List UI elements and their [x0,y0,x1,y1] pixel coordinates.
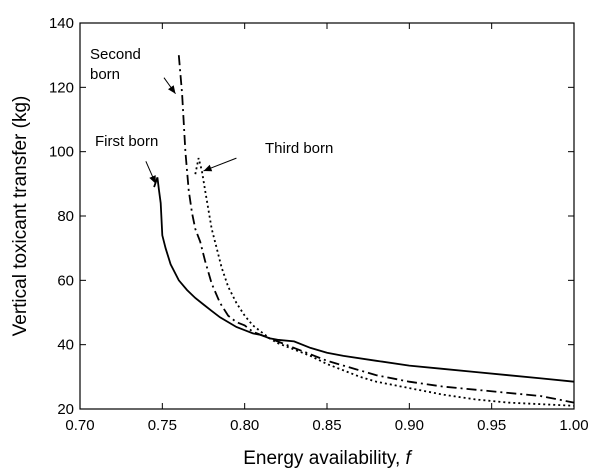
plot-frame [79,22,575,410]
series-line-third-born [194,157,575,407]
series-line-first-born [153,177,575,383]
annotation-label: born [90,66,120,83]
y-tick-label: 40 [57,337,74,354]
x-axis-ticks: 0.70 0.75 0.80 0.85 0.90 0.95 1.00 [65,23,589,434]
y-tick-label: 60 [57,272,74,289]
annotations-group: Second born First born Third born [90,46,333,185]
y-tick-label: 20 [57,401,74,418]
y-axis-ticks: 20 40 60 80 100 120 140 [49,15,574,418]
x-tick-label: 0.75 [148,417,177,434]
annotation-arrowhead [203,164,213,172]
annotation-label: Second [90,46,141,63]
y-tick-label: 120 [49,79,74,96]
annotation-label: Third born [265,140,333,157]
annotation-label: First born [95,133,158,150]
series-line-second-born [177,55,575,404]
x-tick-label: 0.85 [312,417,341,434]
series-group [153,55,575,407]
x-tick-label: 0.90 [395,417,424,434]
x-tick-label: 1.00 [559,417,588,434]
annotation-arrowhead [168,85,176,94]
y-tick-label: 100 [49,144,74,161]
x-axis-title: Energy availability, f [243,448,412,469]
y-tick-label: 140 [49,15,74,32]
x-tick-label: 0.95 [477,417,506,434]
x-tick-label: 0.80 [230,417,259,434]
annotation-arrowhead [149,175,156,184]
y-tick-label: 80 [57,208,74,225]
x-tick-label: 0.70 [65,417,94,434]
y-axis-title: Vertical toxicant transfer (kg) [10,96,31,337]
